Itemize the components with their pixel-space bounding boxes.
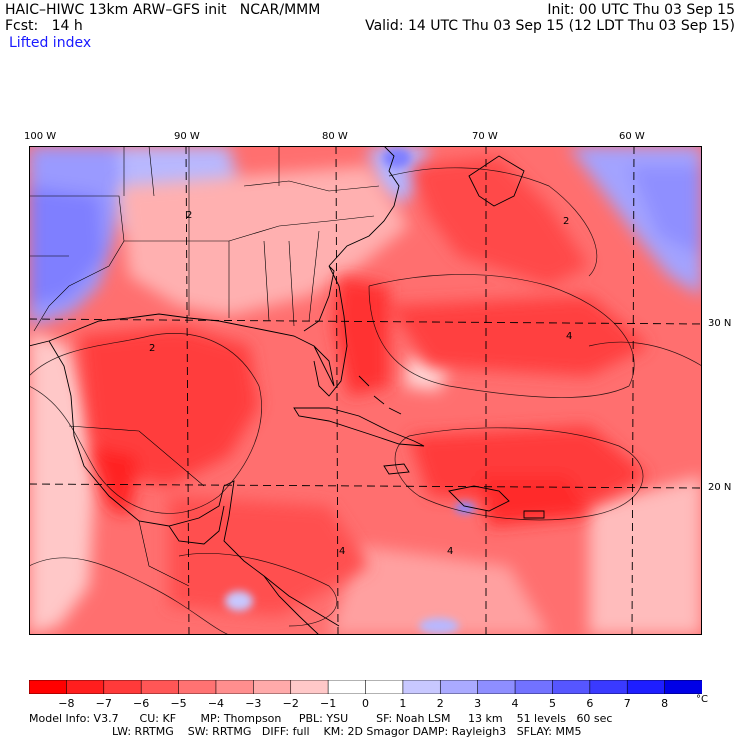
colorbar-tick-label: −6 bbox=[133, 697, 150, 710]
colorbar-tick-label: 2 bbox=[436, 697, 444, 710]
colorbar-tick-label: 1 bbox=[399, 697, 407, 710]
political-borders bbox=[29, 146, 380, 587]
contour-label: 2 bbox=[186, 210, 192, 221]
colorbar-swatch bbox=[552, 680, 591, 694]
colorbar-swatch bbox=[664, 680, 702, 694]
colorbar-tick-label: −5 bbox=[170, 697, 187, 710]
colorbar-tick-label: 5 bbox=[548, 697, 556, 710]
colorbar-swatch bbox=[477, 680, 516, 694]
colorbar-swatch bbox=[589, 680, 629, 694]
map-frame bbox=[29, 146, 702, 635]
colorbar-tick-label: −7 bbox=[95, 697, 112, 710]
lon-label-60w: 60 W bbox=[619, 131, 645, 142]
colorbar-tick-label: 7 bbox=[623, 697, 631, 710]
colorbar-tick-label: 4 bbox=[511, 697, 519, 710]
model-title: HAIC–HIWC 13km ARW–GFS init NCAR/MMM bbox=[5, 2, 321, 18]
lon-label-100w: 100 W bbox=[24, 131, 57, 142]
colorbar-swatch bbox=[626, 680, 666, 694]
contour-label: 2 bbox=[149, 343, 155, 354]
colorbar-swatch bbox=[140, 680, 180, 694]
model-info-line1: Model Info: V3.7 CU: KF MP: Thompson PBL… bbox=[29, 712, 613, 725]
colorbar-unit: °C bbox=[696, 694, 708, 705]
lon-label-90w: 90 W bbox=[174, 131, 200, 142]
contour-label: 2 bbox=[563, 216, 569, 227]
contour-label: 4 bbox=[566, 331, 572, 342]
colorbar-tick-label: 3 bbox=[474, 697, 482, 710]
colorbar-swatch bbox=[253, 680, 292, 694]
colorbar-swatch bbox=[215, 680, 255, 694]
stable-spots bbox=[225, 148, 475, 634]
lat-label-20n: 20 N bbox=[708, 482, 732, 493]
field-name: Lifted index bbox=[9, 35, 92, 51]
colorbar-tick-label: −2 bbox=[282, 697, 299, 710]
forecast-hour: Fcst: 14 h bbox=[5, 18, 83, 34]
colorbar-tick-label: −3 bbox=[245, 697, 262, 710]
colorbar-swatch bbox=[103, 680, 142, 694]
lifted-index-map: 2 4 2 4 4 2 bbox=[29, 146, 702, 635]
colorbar-swatch bbox=[402, 680, 442, 694]
colorbar-tick-label: −8 bbox=[58, 697, 75, 710]
lon-label-70w: 70 W bbox=[472, 131, 498, 142]
latlon-grid bbox=[29, 146, 702, 635]
colorbar-swatch bbox=[365, 680, 404, 694]
strong-instability-cores bbox=[79, 156, 649, 616]
valid-time: Valid: 14 UTC Thu 03 Sep 15 (12 LDT Thu … bbox=[365, 18, 735, 34]
colorbar bbox=[29, 680, 702, 694]
colorbar-tick-label: 0 bbox=[362, 697, 369, 710]
colorbar-tick-label: 6 bbox=[586, 697, 594, 710]
lon-label-80w: 80 W bbox=[322, 131, 348, 142]
lat-label-30n: 30 N bbox=[708, 318, 732, 329]
contour-label: 4 bbox=[447, 546, 453, 557]
colorbar-swatch bbox=[66, 680, 105, 694]
model-info-line2: LW: RRTMG SW: RRTMG DIFF: full KM: 2D Sm… bbox=[112, 725, 582, 738]
colorbar-tick-label: −1 bbox=[320, 697, 337, 710]
colorbar-swatch bbox=[178, 680, 217, 694]
colorbar-tick-label: −4 bbox=[207, 697, 225, 710]
colorbar-swatch bbox=[29, 680, 68, 694]
init-time: Init: 00 UTC Thu 03 Sep 15 bbox=[547, 2, 735, 18]
colorbar-tick-label: 8 bbox=[661, 697, 669, 710]
contour-label: 4 bbox=[339, 546, 345, 557]
colorbar-swatch bbox=[290, 680, 329, 694]
colorbar-swatch bbox=[514, 680, 554, 694]
colorbar-swatch bbox=[327, 680, 367, 694]
coastlines bbox=[29, 146, 545, 635]
colorbar-swatch bbox=[439, 680, 479, 694]
contour-lines bbox=[29, 167, 702, 635]
